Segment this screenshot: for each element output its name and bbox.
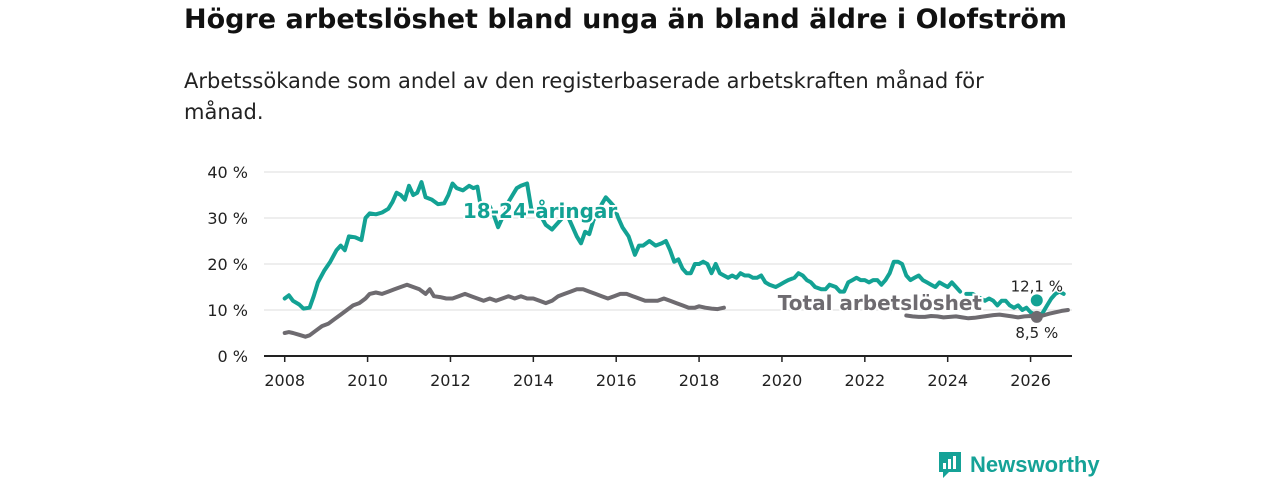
x-tick-label: 2012 <box>430 371 471 390</box>
y-tick-label: 20 % <box>207 255 248 274</box>
chart-title: Högre arbetslöshet bland unga än bland ä… <box>184 4 1068 35</box>
x-tick-label: 2018 <box>679 371 720 390</box>
x-tick-label: 2024 <box>927 371 968 390</box>
x-tick-label: 2010 <box>347 371 388 390</box>
y-tick-label: 30 % <box>207 209 248 228</box>
series-line-youth <box>964 289 1066 319</box>
series-label-youth: 18-24-åringar <box>463 199 618 223</box>
series-line-total <box>282 282 726 339</box>
series-label-total: Total arbetslöshet <box>778 291 983 315</box>
y-tick-label: 0 % <box>218 347 248 366</box>
end-value-label-youth: 12,1 % <box>1011 277 1063 295</box>
x-tick-label: 2022 <box>844 371 885 390</box>
x-tick-label: 2014 <box>513 371 554 390</box>
x-tick-label: 2026 <box>1010 371 1051 390</box>
x-tick-label: 2016 <box>596 371 637 390</box>
newsworthy-logo-text: Newsworthy <box>970 452 1100 477</box>
x-tick-label: 2020 <box>762 371 803 390</box>
end-value-label-total: 8,5 % <box>1015 324 1058 342</box>
end-point-youth <box>1030 294 1043 307</box>
newsworthy-logo-icon <box>939 452 961 478</box>
y-tick-label: 40 % <box>207 163 248 182</box>
newsworthy-logo: Newsworthy <box>938 449 1100 481</box>
y-tick-label: 10 % <box>207 301 248 320</box>
end-point-total <box>1030 310 1043 323</box>
x-tick-label: 2008 <box>264 371 305 390</box>
chart-subtitle: Arbetssökande som andel av den registerb… <box>184 69 984 124</box>
series-line-youth <box>282 180 963 311</box>
